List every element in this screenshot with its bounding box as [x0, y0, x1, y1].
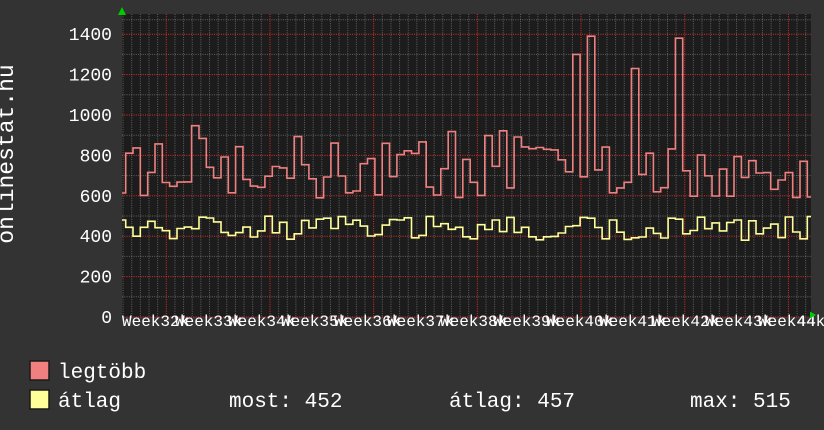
- svg-text:0: 0: [101, 309, 112, 329]
- svg-text:átlag: átlag: [58, 391, 121, 414]
- svg-text:max: 515: max: 515: [690, 391, 791, 414]
- svg-text:400: 400: [80, 228, 112, 248]
- svg-text:1000: 1000: [69, 107, 112, 127]
- svg-text:átlag: 457: átlag: 457: [449, 391, 575, 414]
- svg-text:200: 200: [80, 269, 112, 289]
- svg-text:1400: 1400: [69, 26, 112, 46]
- svg-text:onlinestat.hu: onlinestat.hu: [0, 64, 20, 243]
- svg-text:600: 600: [80, 188, 112, 208]
- svg-text:legtöbb: legtöbb: [58, 362, 146, 385]
- svg-text:800: 800: [80, 147, 112, 167]
- svg-text:most: 452: most: 452: [229, 391, 342, 414]
- svg-text:1200: 1200: [69, 67, 112, 87]
